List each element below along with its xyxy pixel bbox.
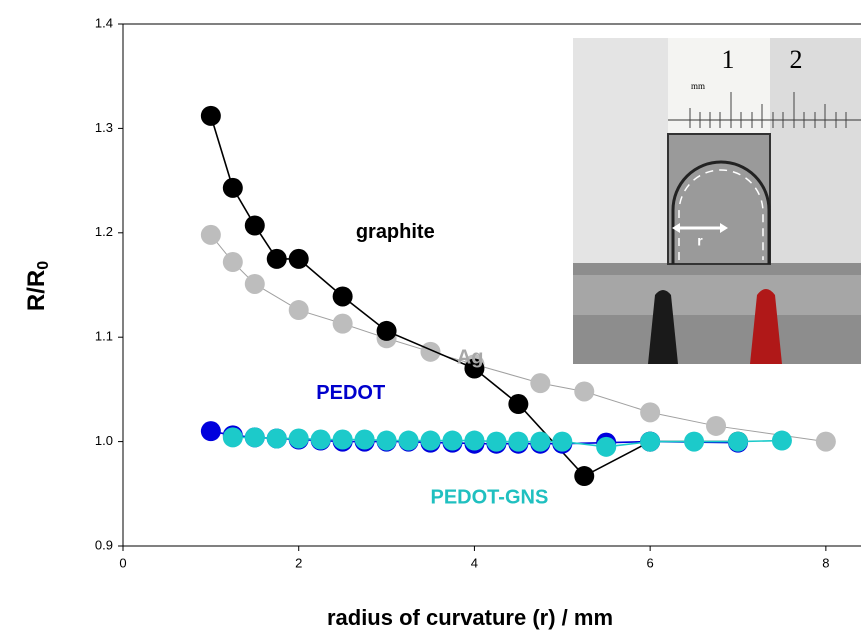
data-point [244, 215, 265, 236]
x-tick-label: 2 [295, 555, 302, 570]
y-tick-label: 1.0 [95, 433, 113, 448]
data-point [640, 402, 661, 423]
data-point [266, 428, 287, 449]
inset-label: 1 [722, 45, 735, 74]
data-point [332, 286, 353, 307]
data-point [706, 415, 727, 436]
x-axis-title: radius of curvature (r) / mm [327, 605, 613, 630]
inset-label: mm [691, 81, 705, 91]
y-tick-label: 1.1 [95, 329, 113, 344]
annotation: Ag [457, 346, 484, 368]
y-tick-label: 0.9 [95, 537, 113, 552]
data-point [530, 431, 551, 452]
data-point [574, 466, 595, 487]
data-point [376, 320, 397, 341]
data-point [266, 248, 287, 269]
data-point [486, 431, 507, 452]
data-point [596, 436, 617, 457]
data-point [332, 313, 353, 334]
data-point [288, 428, 309, 449]
data-point [771, 430, 792, 451]
data-point [376, 430, 397, 451]
data-point [244, 427, 265, 448]
data-point [640, 431, 661, 452]
data-point [464, 358, 485, 379]
inset-photo: mm 1 2 r [573, 38, 861, 364]
data-point [815, 431, 836, 452]
y-axis-title-main: R/R [23, 270, 50, 311]
data-point [200, 105, 221, 126]
annotation: PEDOT [316, 382, 385, 404]
y-tick-label: 1.4 [95, 15, 113, 30]
annotation: PEDOT-GNS [431, 486, 549, 508]
y-tick-label: 1.3 [95, 120, 113, 135]
data-point [398, 430, 419, 451]
data-point [222, 177, 243, 198]
data-point [244, 273, 265, 294]
inset-label: r [697, 233, 703, 249]
data-point [222, 252, 243, 273]
data-point [552, 431, 573, 452]
data-point [222, 427, 243, 448]
data-point [354, 429, 375, 450]
data-point [574, 381, 595, 402]
x-tick-label: 6 [647, 555, 654, 570]
data-point [684, 431, 705, 452]
data-point [288, 248, 309, 269]
data-point [530, 373, 551, 394]
data-point [420, 430, 441, 451]
data-point [442, 430, 463, 451]
data-point [200, 421, 221, 442]
x-tick-label: 0 [119, 555, 126, 570]
inset-label: 2 [790, 45, 803, 74]
x-tick-label: 4 [471, 555, 478, 570]
data-point [420, 341, 441, 362]
annotation: graphite [356, 221, 435, 243]
y-tick-label: 1.2 [95, 224, 113, 239]
data-point [200, 224, 221, 245]
y-axis-title-sub: 0 [35, 261, 52, 270]
x-tick-label: 8 [822, 555, 829, 570]
data-point [508, 394, 529, 415]
data-point [508, 431, 529, 452]
data-point [464, 430, 485, 451]
data-point [728, 431, 748, 452]
data-point [332, 429, 353, 450]
data-point [288, 300, 309, 321]
y-axis-title: R/R0 [23, 261, 52, 311]
data-point [310, 429, 331, 450]
